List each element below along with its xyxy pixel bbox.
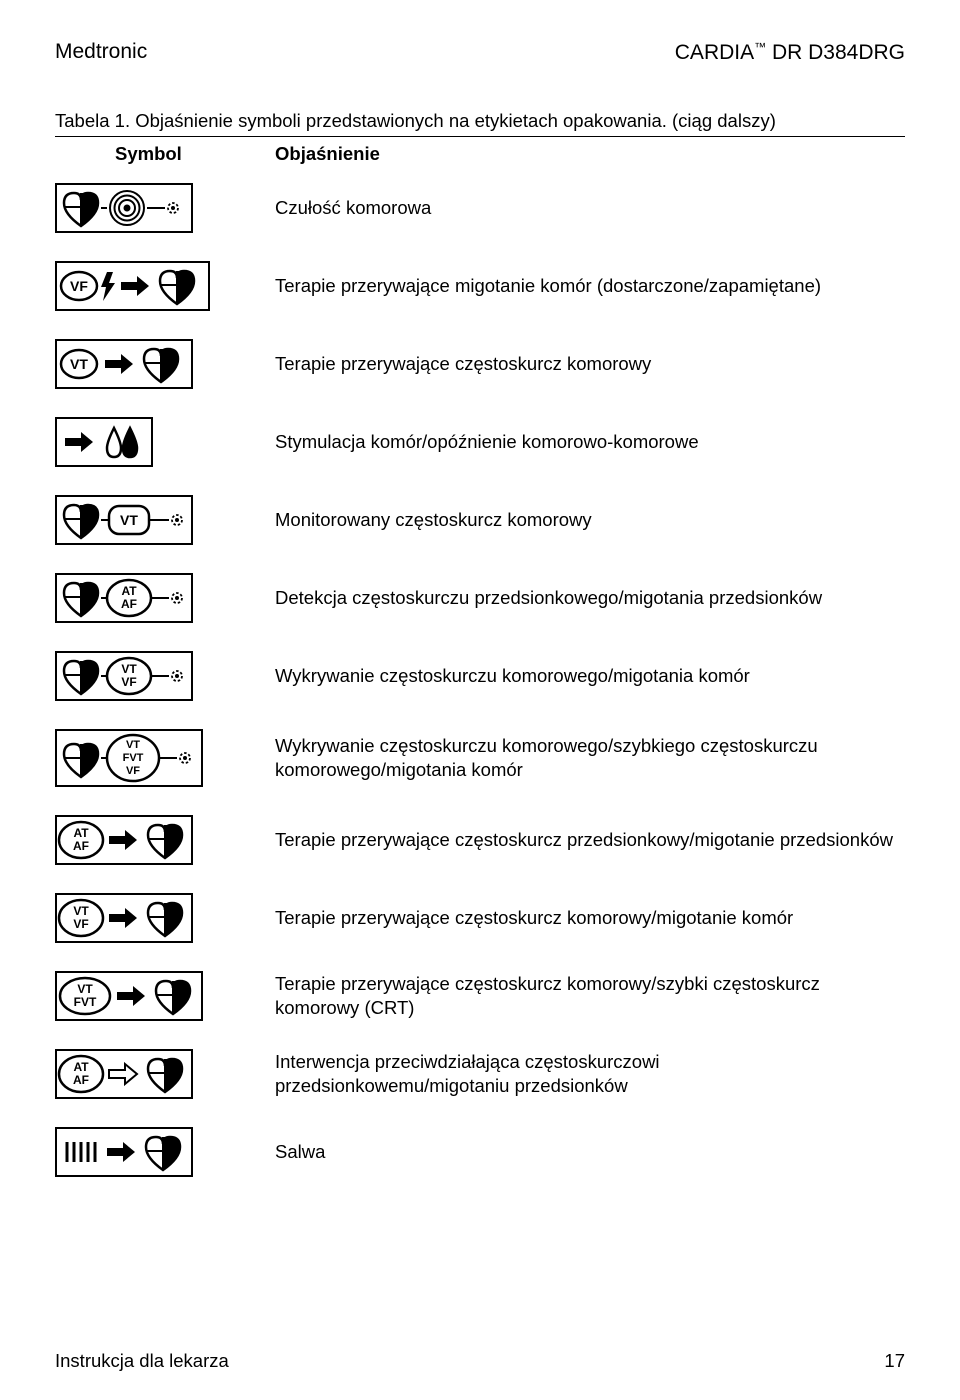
table-row: AT AF Detekcja częstoskurczu przedsionko… <box>55 573 905 623</box>
page-footer: Instrukcja dla lekarza 17 <box>55 1350 905 1372</box>
svg-text:AF: AF <box>121 597 137 611</box>
table-row: VT Terapie przerywające częstoskurcz kom… <box>55 339 905 389</box>
col-explanation-header: Objaśnienie <box>275 143 905 165</box>
table-row: AT AF Interwencja przeciwdziałająca częs… <box>55 1049 905 1099</box>
svg-text:AF: AF <box>73 839 89 853</box>
table-row: Salwa <box>55 1127 905 1177</box>
svg-text:VT: VT <box>126 739 140 751</box>
symbol-vtfvtvf-detect-icon: VT FVT VF <box>55 729 275 787</box>
svg-text:VT: VT <box>73 904 89 918</box>
svg-text:VF: VF <box>126 765 140 777</box>
symbol-vtvf-therapy-icon: VT VF <box>55 893 275 943</box>
symbol-vf-therapy-icon: VF <box>55 261 275 311</box>
svg-text:VT: VT <box>121 662 137 676</box>
table-row: AT AF Terapie przerywające częstoskurcz … <box>55 815 905 865</box>
column-headers: Symbol Objaśnienie <box>55 143 905 165</box>
page: Medtronic CARDIA™ DR D384DRG Tabela 1. O… <box>0 0 960 1400</box>
svg-text:VF: VF <box>121 675 136 689</box>
symbol-vv-pacing-icon <box>55 417 275 467</box>
row-text: Terapie przerywające częstoskurcz przeds… <box>275 828 905 852</box>
svg-text:VT: VT <box>120 512 138 528</box>
symbol-ataf-detect-icon: AT AF <box>55 573 275 623</box>
row-text: Terapie przerywające częstoskurcz komoro… <box>275 972 905 1020</box>
page-header: Medtronic CARDIA™ DR D384DRG <box>55 40 905 65</box>
symbol-burst-icon <box>55 1127 275 1177</box>
footer-left: Instrukcja dla lekarza <box>55 1350 229 1372</box>
row-text: Terapie przerywające migotanie komór (do… <box>275 274 905 298</box>
svg-text:FVT: FVT <box>123 752 144 764</box>
row-text: Wykrywanie częstoskurczu komorowego/szyb… <box>275 734 905 782</box>
svg-text:AF: AF <box>73 1073 89 1087</box>
row-text: Salwa <box>275 1140 905 1164</box>
symbol-vt-monitor-icon: VT <box>55 495 275 545</box>
col-symbol-header: Symbol <box>55 143 275 165</box>
table-row: VT VF Terapie przerywające częstoskurcz … <box>55 893 905 943</box>
table-row: VT FVT VF Wykrywanie częstoskurczu komor… <box>55 729 905 787</box>
svg-text:VF: VF <box>70 278 88 294</box>
table-row: VT Monitorowany częstoskurcz komorowy <box>55 495 905 545</box>
symbol-vt-therapy-icon: VT <box>55 339 275 389</box>
svg-text:AT: AT <box>121 584 137 598</box>
table-row: VF Terapie przerywające migotanie komór … <box>55 261 905 311</box>
row-text: Wykrywanie częstoskurczu komorowego/migo… <box>275 664 905 688</box>
table-row: Stymulacja komór/opóźnienie komorowo-kom… <box>55 417 905 467</box>
symbol-vtfvt-therapy-icon: VT FVT <box>55 971 275 1021</box>
row-text: Detekcja częstoskurczu przedsionkowego/m… <box>275 586 905 610</box>
table-caption: Tabela 1. Objaśnienie symboli przedstawi… <box>55 110 905 137</box>
symbol-vtvf-detect-icon: VT VF <box>55 651 275 701</box>
symbol-sensing-icon <box>55 183 275 233</box>
svg-text:VF: VF <box>73 917 88 931</box>
row-text: Terapie przerywające częstoskurcz komoro… <box>275 906 905 930</box>
row-text: Terapie przerywające częstoskurcz komoro… <box>275 352 905 376</box>
symbol-ataf-therapy-icon: AT AF <box>55 815 275 865</box>
symbol-ataf-intervention-icon: AT AF <box>55 1049 275 1099</box>
row-text: Czułość komorowa <box>275 196 905 220</box>
svg-text:AT: AT <box>73 1060 89 1074</box>
header-right: CARDIA™ DR D384DRG <box>675 40 905 65</box>
table-row: VT FVT Terapie przerywające częstoskurcz… <box>55 971 905 1021</box>
table-row: Czułość komorowa <box>55 183 905 233</box>
row-text: Stymulacja komór/opóźnienie komorowo-kom… <box>275 430 905 454</box>
row-text: Monitorowany częstoskurcz komorowy <box>275 508 905 532</box>
svg-text:VT: VT <box>77 982 93 996</box>
svg-text:VT: VT <box>70 356 88 372</box>
table-row: VT VF Wykrywanie częstoskurczu komoroweg… <box>55 651 905 701</box>
header-left: Medtronic <box>55 40 147 65</box>
footer-page-number: 17 <box>884 1350 905 1372</box>
row-text: Interwencja przeciwdziałająca częstoskur… <box>275 1050 905 1098</box>
svg-text:FVT: FVT <box>74 995 97 1009</box>
svg-text:AT: AT <box>73 826 89 840</box>
